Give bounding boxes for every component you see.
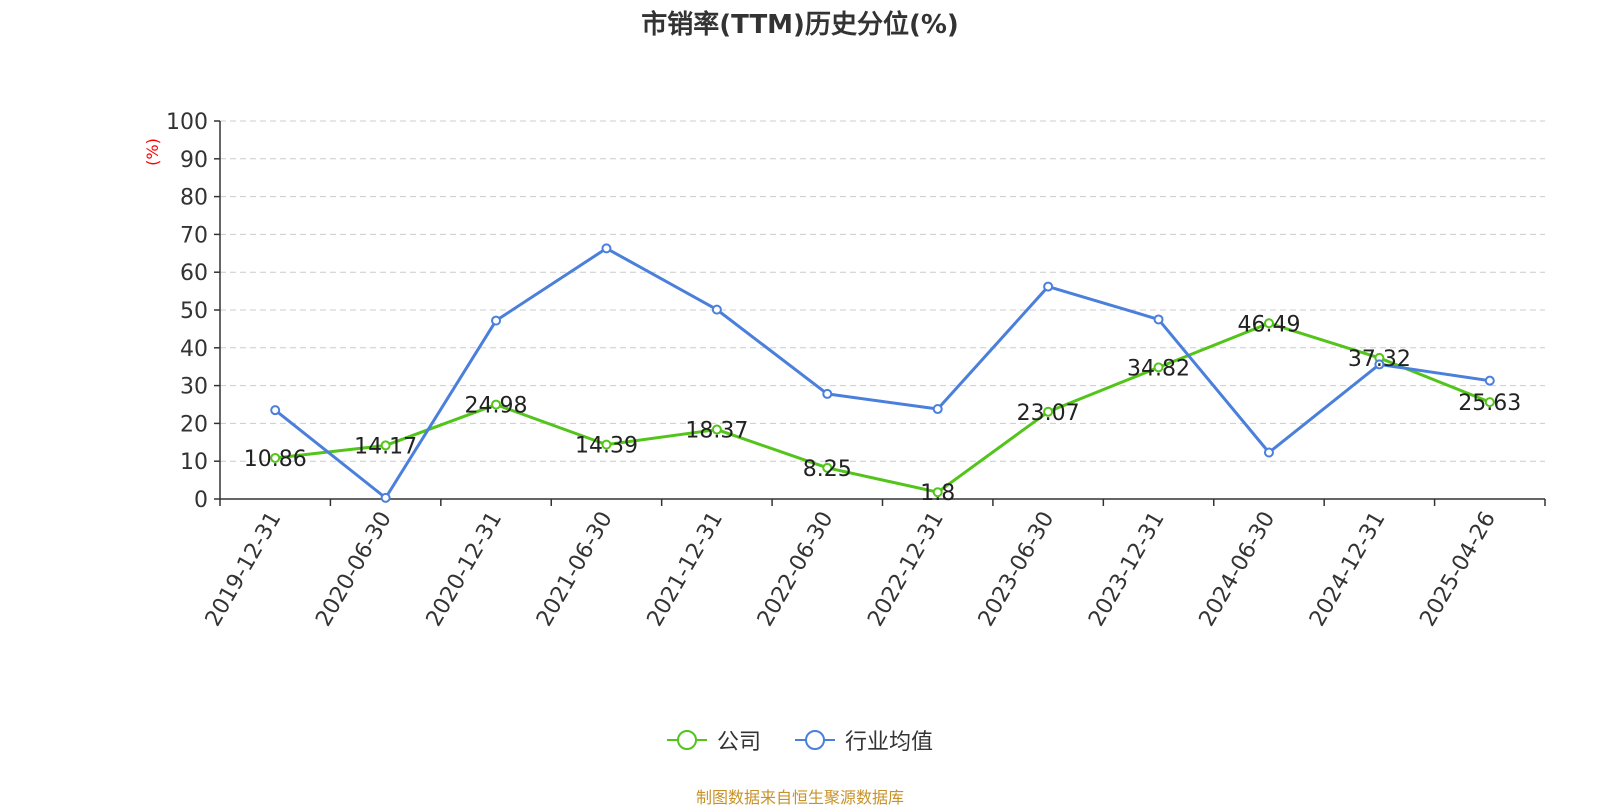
data-label: 24.98 (465, 394, 528, 419)
legend-marker-icon (666, 730, 707, 750)
data-point-0 (932, 487, 943, 498)
x-tick-label: 2024-12-31 (1305, 508, 1391, 631)
legend-marker-icon (795, 730, 835, 750)
y-tick-label: 40 (180, 337, 208, 362)
data-point-0 (711, 424, 722, 435)
source-note: 制图数据来自恒生聚源数据库 (695, 788, 904, 807)
data-point-1 (711, 304, 722, 315)
data-point-0 (491, 399, 502, 410)
data-point-0 (380, 440, 391, 451)
y-tick-label: 70 (180, 223, 208, 248)
data-point-0 (1153, 362, 1164, 373)
series-line-1 (274, 246, 1491, 500)
chart-title: 市销率(TTM)历史分位(%) (641, 10, 959, 40)
data-point-1 (1374, 359, 1385, 370)
data-point-0 (270, 452, 281, 463)
y-tick-label: 90 (180, 148, 208, 173)
legend-item-0[interactable]: 公司 (666, 724, 761, 756)
data-label: 10.86 (244, 447, 307, 472)
data-label: 34.82 (1127, 356, 1190, 381)
y-tick-label: 80 (180, 186, 208, 211)
data-label: 37.32 (1348, 347, 1411, 372)
data-point-1 (1263, 447, 1274, 458)
data-point-1 (1043, 281, 1054, 292)
y-tick-label: 0 (194, 488, 208, 513)
x-tick-label: 2020-06-30 (311, 508, 397, 631)
data-point-1 (932, 404, 943, 415)
data-label: 8.25 (803, 457, 852, 482)
grid-lines (220, 120, 1545, 462)
chart-plot: 0 10 20 30 40 50 60 70 80 90 100 2019-12-31 2020-06-… (143, 110, 1546, 631)
data-label: 14.39 (575, 434, 638, 459)
data-point-0 (601, 439, 612, 450)
data-label: 1.8 (920, 481, 955, 506)
x-tick-label: 2024-06-30 (1195, 508, 1281, 631)
x-tick-label: 2025-04-26 (1415, 508, 1501, 631)
x-tick-label: 2022-12-31 (863, 507, 949, 630)
y-tick-label: 30 (180, 375, 208, 400)
y-tick-label: 100 (166, 110, 208, 135)
legend: 公司 行业均值 (0, 722, 1600, 758)
data-label: 14.17 (354, 434, 417, 459)
y-tick-label: 60 (180, 261, 208, 286)
x-tick-label: 2019-12-31 (201, 508, 287, 631)
data-label: 18.37 (685, 419, 748, 444)
x-tick-label: 2022-06-30 (753, 508, 839, 631)
y-tick-label: 50 (180, 299, 208, 324)
x-tick-label: 2023-12-31 (1084, 508, 1170, 631)
data-labels: 10.86 14.17 24.98 14.39 18.37 8.25 1.8 23.07 34.… (244, 312, 1522, 506)
series-line-0 (275, 321, 1491, 494)
legend-label: 行业均值 (845, 730, 934, 755)
data-point-0 (1263, 318, 1274, 329)
data-point-0 (1043, 406, 1054, 417)
data-point-1 (380, 492, 391, 503)
data-point-1 (270, 405, 281, 416)
data-point-0 (822, 462, 833, 473)
axes: 0 10 20 30 40 50 60 70 80 90 100 2019-12-31 2020-06-… (166, 110, 1546, 631)
data-label: 46.49 (1237, 312, 1300, 337)
legend-label: 公司 (716, 730, 761, 755)
data-point-1 (1484, 375, 1495, 386)
data-point-1 (491, 315, 502, 326)
data-point-0 (1484, 397, 1495, 408)
series (270, 243, 1495, 503)
x-tick-label: 2023-06-30 (974, 508, 1060, 631)
y-tick-label: 20 (180, 412, 208, 437)
data-point-1 (601, 243, 612, 254)
legend-item-1[interactable]: 行业均值 (795, 724, 933, 756)
x-tick-label: 2021-06-30 (532, 508, 618, 631)
data-point-1 (822, 388, 833, 399)
data-point-1 (1153, 314, 1164, 325)
data-label: 25.63 (1458, 391, 1521, 416)
x-tick-label: 2020-12-31 (422, 507, 508, 630)
data-label: 23.07 (1017, 401, 1080, 426)
y-axis-label: (%) (143, 138, 162, 166)
y-tick-label: 10 (180, 450, 208, 475)
x-tick-label: 2021-12-31 (642, 508, 728, 631)
